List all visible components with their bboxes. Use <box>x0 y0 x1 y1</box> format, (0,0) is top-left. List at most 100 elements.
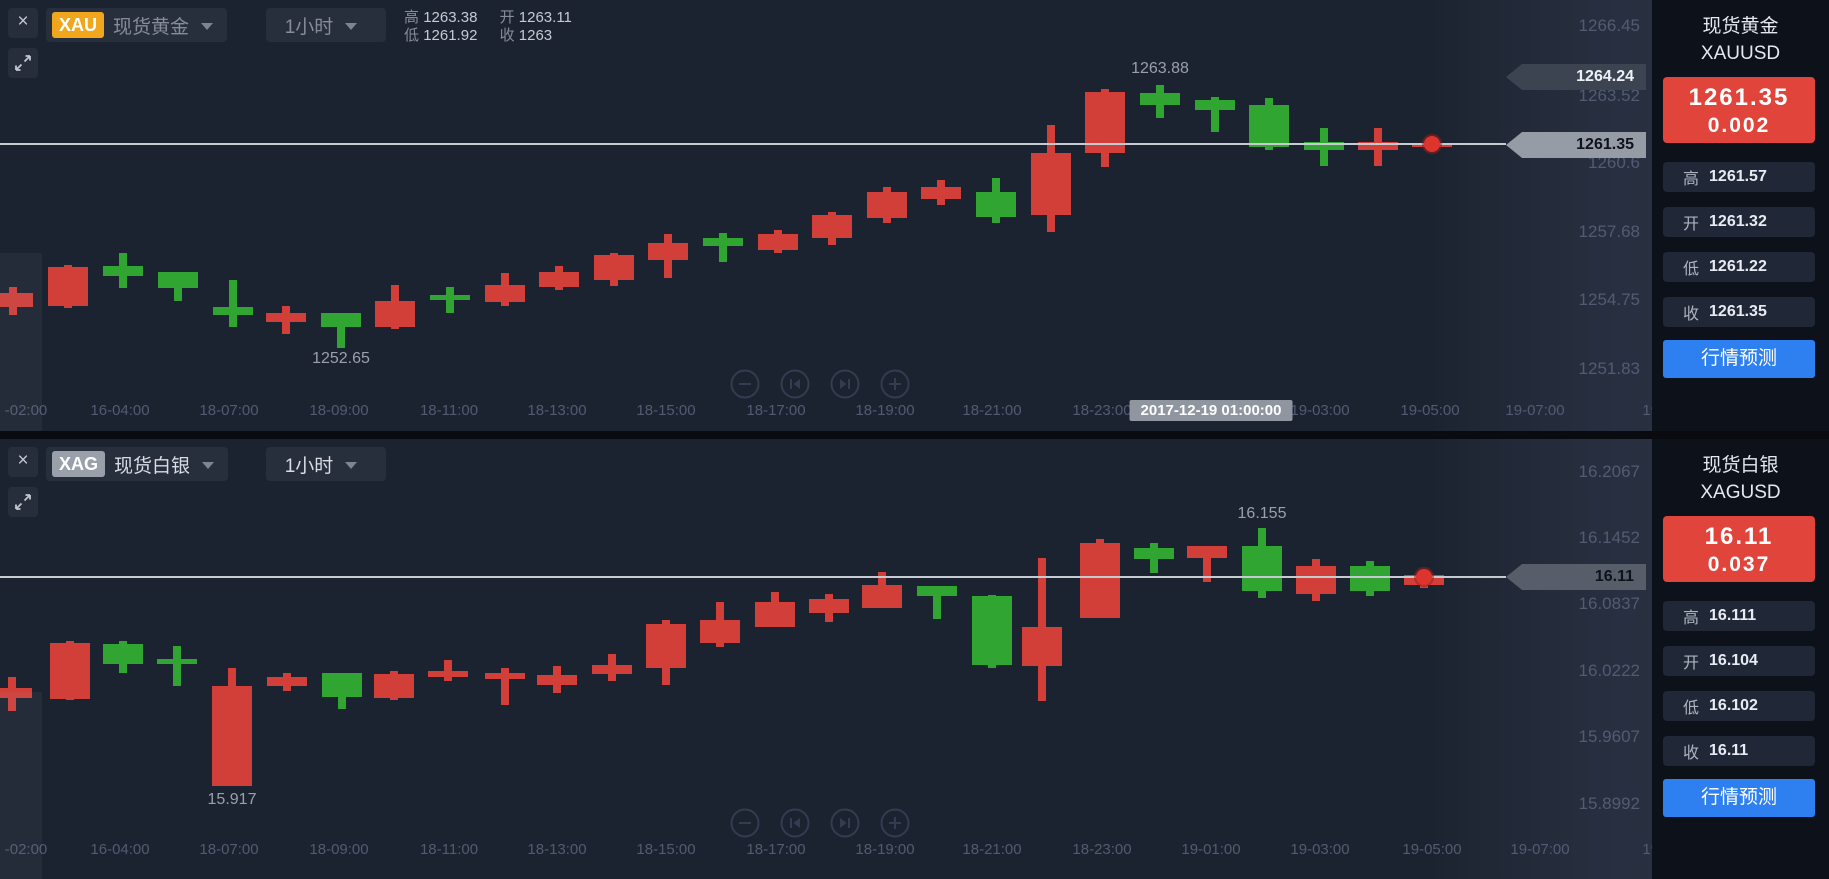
time-axis-label: 19-07:00 <box>1505 402 1565 419</box>
chevron-down-icon <box>202 462 215 469</box>
candle <box>157 659 197 664</box>
close-row: 收 1261.35 <box>1663 297 1815 327</box>
low-label: 低 <box>404 27 420 44</box>
forecast-button[interactable]: 行情预测 <box>1663 340 1815 378</box>
current-price-box: 16.11 0.037 <box>1663 516 1815 582</box>
close-icon[interactable]: × <box>8 8 38 38</box>
ohlc-readout: 高 1263.38 开 1263.11 低 1261.92 收 1263 <box>404 9 590 45</box>
time-axis-label: -02:00 <box>4 841 48 858</box>
high-label: 高 <box>404 9 420 26</box>
expand-icon[interactable] <box>8 48 38 78</box>
low-row: 低 16.102 <box>1663 691 1815 721</box>
candle <box>375 300 415 327</box>
panel-title: 现货黄金 XAUUSD <box>1652 13 1829 67</box>
close-label: 收 <box>499 27 515 44</box>
candle <box>592 664 632 675</box>
time-axis-label: 18-21:00 <box>962 402 1022 419</box>
time-axis-label: 19-09:00 <box>1642 402 1652 419</box>
candle <box>1140 93 1180 106</box>
gold-quote-panel: 现货黄金 XAUUSD 1261.35 0.002 高 1261.57 开 12… <box>1652 0 1829 431</box>
candle-extreme-label: 1263.88 <box>1131 60 1189 77</box>
chevron-down-icon <box>345 462 358 469</box>
candle <box>648 243 688 261</box>
candle <box>374 674 414 699</box>
price-axis-label: 16.0222 <box>1578 661 1640 680</box>
symbol-name: 现货白银 <box>114 455 191 477</box>
symbol-name: 现货黄金 <box>113 16 190 38</box>
price-axis-label: 16.0837 <box>1578 594 1640 613</box>
candle <box>539 272 579 288</box>
time-axis-label: 16-04:00 <box>90 841 150 858</box>
instrument-code: XAUUSD <box>1700 43 1781 64</box>
zoom-in-icon[interactable] <box>880 369 910 399</box>
zoom-in-icon[interactable] <box>880 808 910 838</box>
time-axis-label: 19-05:00 <box>1402 841 1462 858</box>
low-row: 低 1261.22 <box>1663 252 1815 282</box>
skip-end-icon[interactable] <box>830 369 860 399</box>
high-row: 高 1261.57 <box>1663 162 1815 192</box>
skip-end-icon[interactable] <box>830 808 860 838</box>
silver-left-toolbar <box>0 692 42 879</box>
symbol-badge: XAG <box>52 451 106 477</box>
instrument-name: 现货黄金 <box>1702 16 1779 37</box>
candle <box>700 620 740 643</box>
time-axis-label: 18-13:00 <box>527 402 587 419</box>
time-axis-label: 19-07:00 <box>1510 841 1570 858</box>
silver-plot-area[interactable]: 16.2067 16.1452 16.0837 16.0222 15.9607 15.89… <box>0 439 1652 879</box>
interval-selector[interactable]: 1小时 <box>266 447 386 481</box>
candle <box>1358 141 1398 151</box>
candle-wick <box>1211 97 1219 133</box>
chevron-down-icon <box>345 23 358 30</box>
skip-start-icon[interactable] <box>780 369 810 399</box>
candle <box>921 186 961 199</box>
time-axis-label: 16-04:00 <box>90 402 150 419</box>
candle <box>485 673 525 679</box>
price-change: 0.037 <box>1707 553 1771 576</box>
high-value: 1263.38 <box>423 9 478 26</box>
interval-selector[interactable]: 1小时 <box>266 8 386 42</box>
price-axis-label: 16.2067 <box>1578 462 1640 481</box>
price-axis-label: 15.9607 <box>1578 727 1640 746</box>
time-axis-label: 18-21:00 <box>962 841 1022 858</box>
skip-start-icon[interactable] <box>780 808 810 838</box>
candle <box>1134 547 1174 559</box>
candle <box>812 215 852 239</box>
symbol-selector[interactable]: XAU 现货黄金 <box>46 8 228 42</box>
price-tag: 16.11 <box>1506 564 1646 590</box>
low-value: 1261.92 <box>423 27 478 44</box>
price-tag: 1261.35 <box>1506 132 1646 158</box>
open-value: 1263.11 <box>518 9 572 26</box>
forecast-button[interactable]: 行情预测 <box>1663 779 1815 817</box>
candle <box>1350 566 1390 592</box>
gold-left-toolbar <box>0 253 42 431</box>
candle-wick <box>1203 545 1211 583</box>
current-price: 16.11 <box>1704 523 1774 550</box>
price-axis-band <box>1430 439 1652 879</box>
candle <box>1249 105 1289 148</box>
time-axis-label: 19-03:00 <box>1290 841 1350 858</box>
candle <box>1022 626 1062 666</box>
candle <box>1085 91 1125 153</box>
time-axis-label: 18-13:00 <box>527 841 587 858</box>
close-value: 1263 <box>518 27 553 44</box>
close-icon[interactable]: × <box>8 447 38 477</box>
candle <box>703 238 743 247</box>
candle <box>266 312 306 323</box>
zoom-out-icon[interactable] <box>730 808 760 838</box>
silver-quote-panel: 现货白银 XAGUSD 16.11 0.037 高 16.111 开 16.10… <box>1652 439 1829 879</box>
candle <box>1242 545 1282 592</box>
time-axis-label: 18-07:00 <box>199 841 259 858</box>
gold-plot-area[interactable]: 1266.45 1263.52 1260.6 1257.68 1254.75 1251.8… <box>0 0 1652 431</box>
candle <box>862 584 902 609</box>
symbol-selector[interactable]: XAG 现货白银 <box>46 447 229 481</box>
candle <box>1195 99 1235 110</box>
price-axis-label: 16.1452 <box>1578 528 1640 547</box>
expand-icon[interactable] <box>8 487 38 517</box>
price-axis-label: 1266.45 <box>1578 16 1640 35</box>
gold-chart-section: 1266.45 1263.52 1260.6 1257.68 1254.75 1251.8… <box>0 0 1829 431</box>
candle-extreme-label: 16.155 <box>1237 505 1287 522</box>
candle <box>428 671 468 677</box>
zoom-out-icon[interactable] <box>730 369 760 399</box>
time-axis-label: 18-23:00 <box>1072 402 1132 419</box>
